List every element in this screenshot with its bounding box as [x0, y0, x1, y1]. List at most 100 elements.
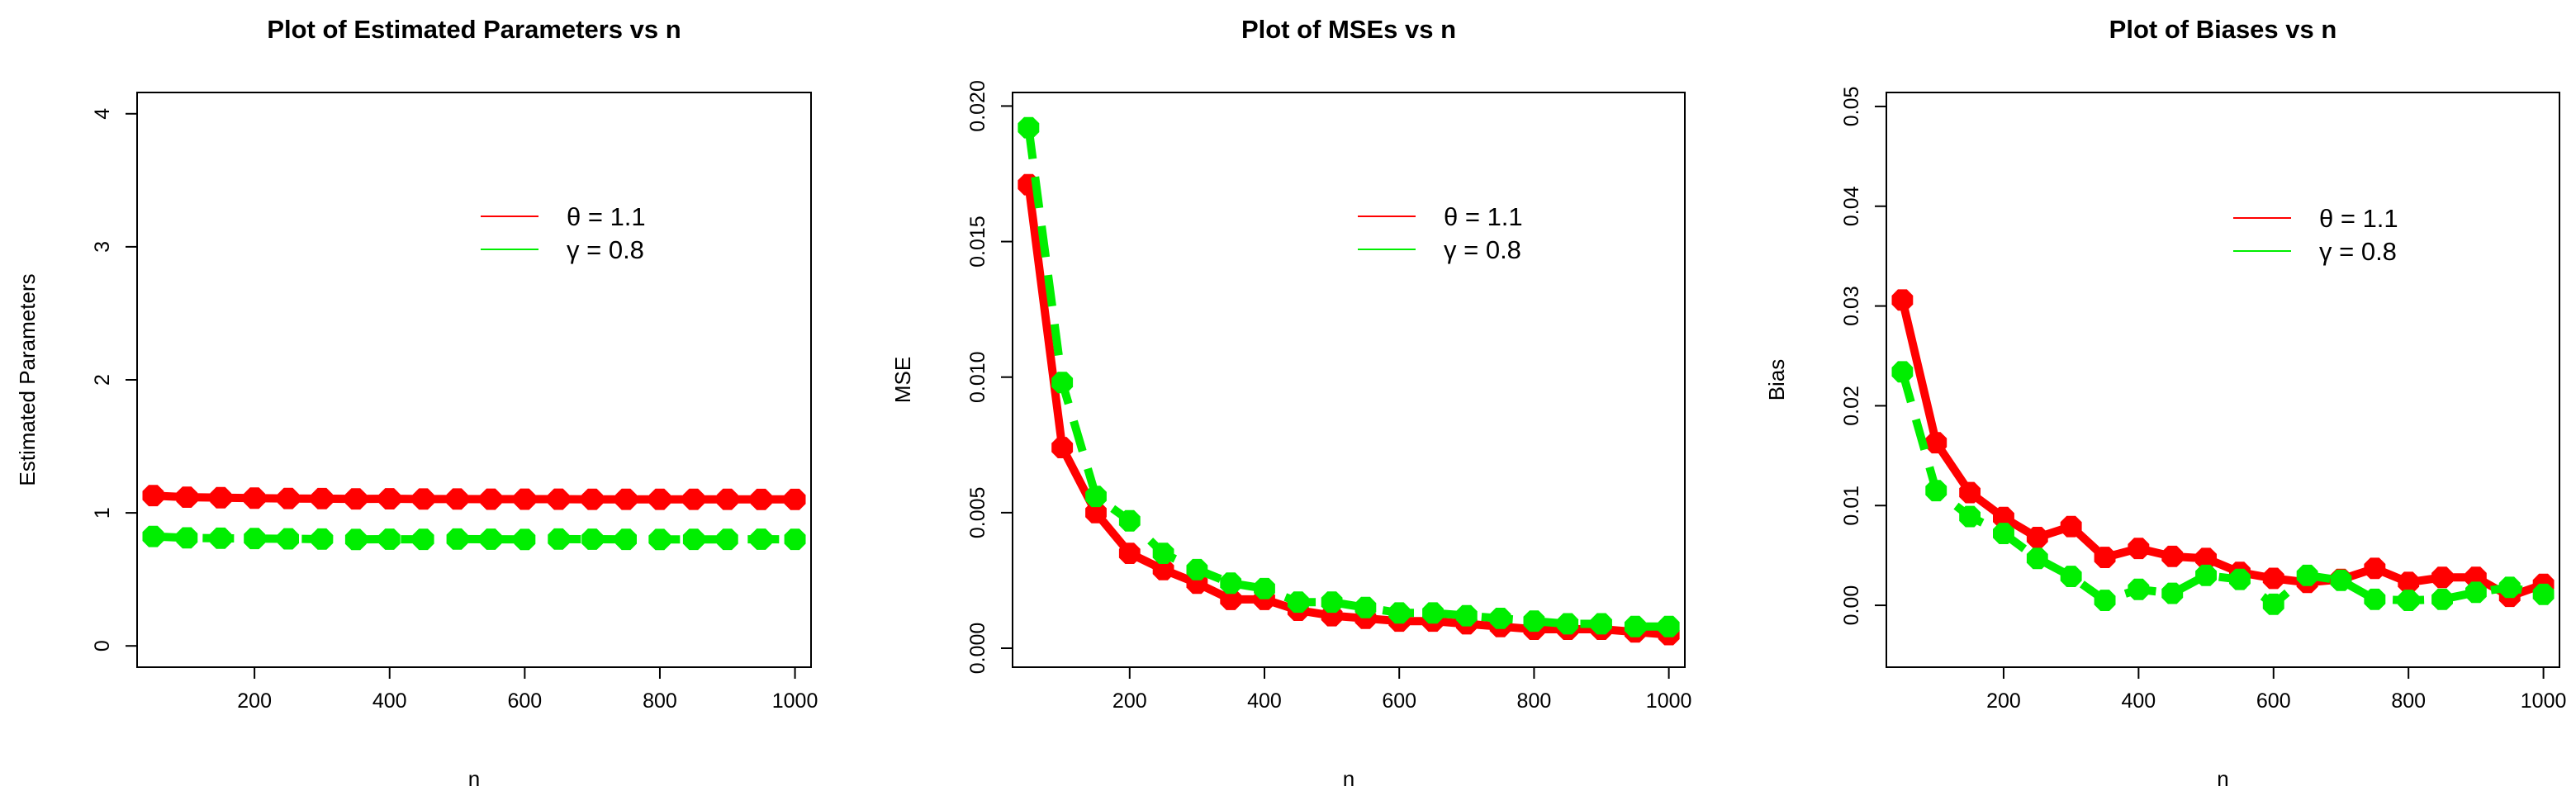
data-point — [548, 528, 570, 550]
data-point — [649, 488, 671, 510]
chart-title: Plot of MSEs vs n — [1241, 15, 1456, 44]
data-point — [278, 528, 299, 550]
legend-label: γ = 0.8 — [1444, 235, 1521, 264]
legend: θ = 1.1 γ = 0.8 — [481, 202, 646, 264]
x-tick-label: 400 — [372, 689, 407, 713]
y-tick-label: 0.01 — [1840, 486, 1863, 526]
data-point — [1118, 543, 1141, 564]
data-point — [2094, 547, 2116, 568]
data-point — [1925, 480, 1947, 502]
y-axis-label: Estimated Parameters — [15, 273, 40, 486]
data-point — [1455, 604, 1478, 627]
x-tick-label: 600 — [1382, 689, 1416, 713]
data-point — [1624, 615, 1646, 637]
data-point — [548, 488, 570, 510]
data-point — [446, 528, 468, 550]
data-point — [378, 528, 401, 550]
data-point — [2532, 583, 2555, 605]
data-point — [682, 528, 704, 551]
series-line — [1898, 299, 2545, 601]
data-point — [615, 528, 637, 551]
data-point — [1959, 481, 1981, 504]
data-point — [1557, 613, 1579, 635]
chart-title: Plot of Biases vs n — [2109, 15, 2337, 44]
x-tick-label: 800 — [2391, 689, 2426, 713]
y-tick-label: 3 — [91, 241, 114, 253]
data-point — [2026, 547, 2048, 570]
x-tick-label: 200 — [1112, 689, 1147, 713]
y-tick-label: 0.010 — [966, 351, 989, 403]
data-point — [480, 528, 502, 550]
x-tick-label: 800 — [1517, 689, 1552, 713]
data-point — [581, 528, 604, 550]
data-point — [514, 488, 536, 510]
data-point — [750, 528, 772, 550]
x-tick-label: 1000 — [2521, 689, 2567, 713]
data-point — [1018, 116, 1040, 139]
data-point — [412, 528, 434, 551]
plot-frame — [1012, 92, 1686, 668]
data-point — [2465, 581, 2487, 604]
x-tick-label: 1000 — [772, 689, 818, 713]
data-point — [1220, 589, 1242, 610]
y-axis-label: MSE — [890, 357, 915, 403]
data-point — [1891, 361, 1914, 383]
data-point — [1254, 577, 1275, 599]
data-point — [1925, 432, 1947, 454]
y-tick-label: 0.005 — [966, 487, 989, 539]
y-tick-label: 0.015 — [966, 216, 989, 268]
x-tick-label: 400 — [1247, 689, 1282, 713]
data-point — [311, 487, 333, 509]
data-point — [446, 488, 468, 510]
data-point — [2330, 569, 2352, 591]
data-point — [716, 488, 738, 510]
data-point — [412, 488, 434, 510]
data-point — [1422, 602, 1444, 624]
data-point — [784, 488, 806, 510]
x-tick-label: 400 — [2122, 689, 2156, 713]
data-point — [1489, 608, 1511, 629]
x-tick-label: 600 — [507, 689, 542, 713]
y-tick-label: 0 — [91, 640, 114, 651]
data-point — [1388, 602, 1411, 624]
x-tick-label: 600 — [2256, 689, 2291, 713]
x-axis-label: n — [1343, 766, 1354, 791]
data-point — [2364, 557, 2386, 580]
data-point — [1118, 509, 1141, 532]
data-point — [716, 528, 738, 551]
legend-label: θ = 1.1 — [567, 202, 646, 231]
data-point — [2262, 593, 2284, 615]
data-point — [2398, 571, 2420, 594]
series-line — [1024, 183, 1670, 639]
y-tick-label: 0.03 — [1840, 286, 1863, 326]
data-point — [2431, 566, 2453, 589]
x-tick-label: 800 — [643, 689, 677, 713]
series-2 — [1018, 116, 1680, 637]
data-point — [2026, 527, 2048, 548]
data-point — [2398, 590, 2420, 611]
x-tick-label: 200 — [237, 689, 272, 713]
data-point — [682, 488, 704, 510]
data-point — [278, 487, 299, 509]
data-point — [2060, 515, 2082, 538]
data-point — [2498, 576, 2521, 599]
data-point — [1051, 437, 1074, 458]
x-axis-label: n — [468, 766, 480, 791]
series-2 — [142, 525, 806, 551]
data-point — [649, 528, 671, 551]
data-point — [514, 528, 536, 551]
data-point — [344, 488, 367, 510]
series-1 — [1891, 289, 2555, 608]
data-point — [1321, 591, 1343, 614]
series-1 — [1018, 173, 1680, 646]
data-point — [1186, 558, 1208, 580]
y-tick-label: 0.05 — [1840, 87, 1863, 127]
data-point — [244, 487, 266, 509]
data-point — [615, 488, 637, 510]
legend-label: γ = 0.8 — [2319, 237, 2397, 266]
y-tick-label: 0.00 — [1840, 585, 1863, 626]
data-point — [2161, 545, 2184, 567]
y-tick-label: 0.02 — [1840, 386, 1863, 426]
data-point — [142, 525, 164, 547]
data-point — [244, 528, 266, 550]
